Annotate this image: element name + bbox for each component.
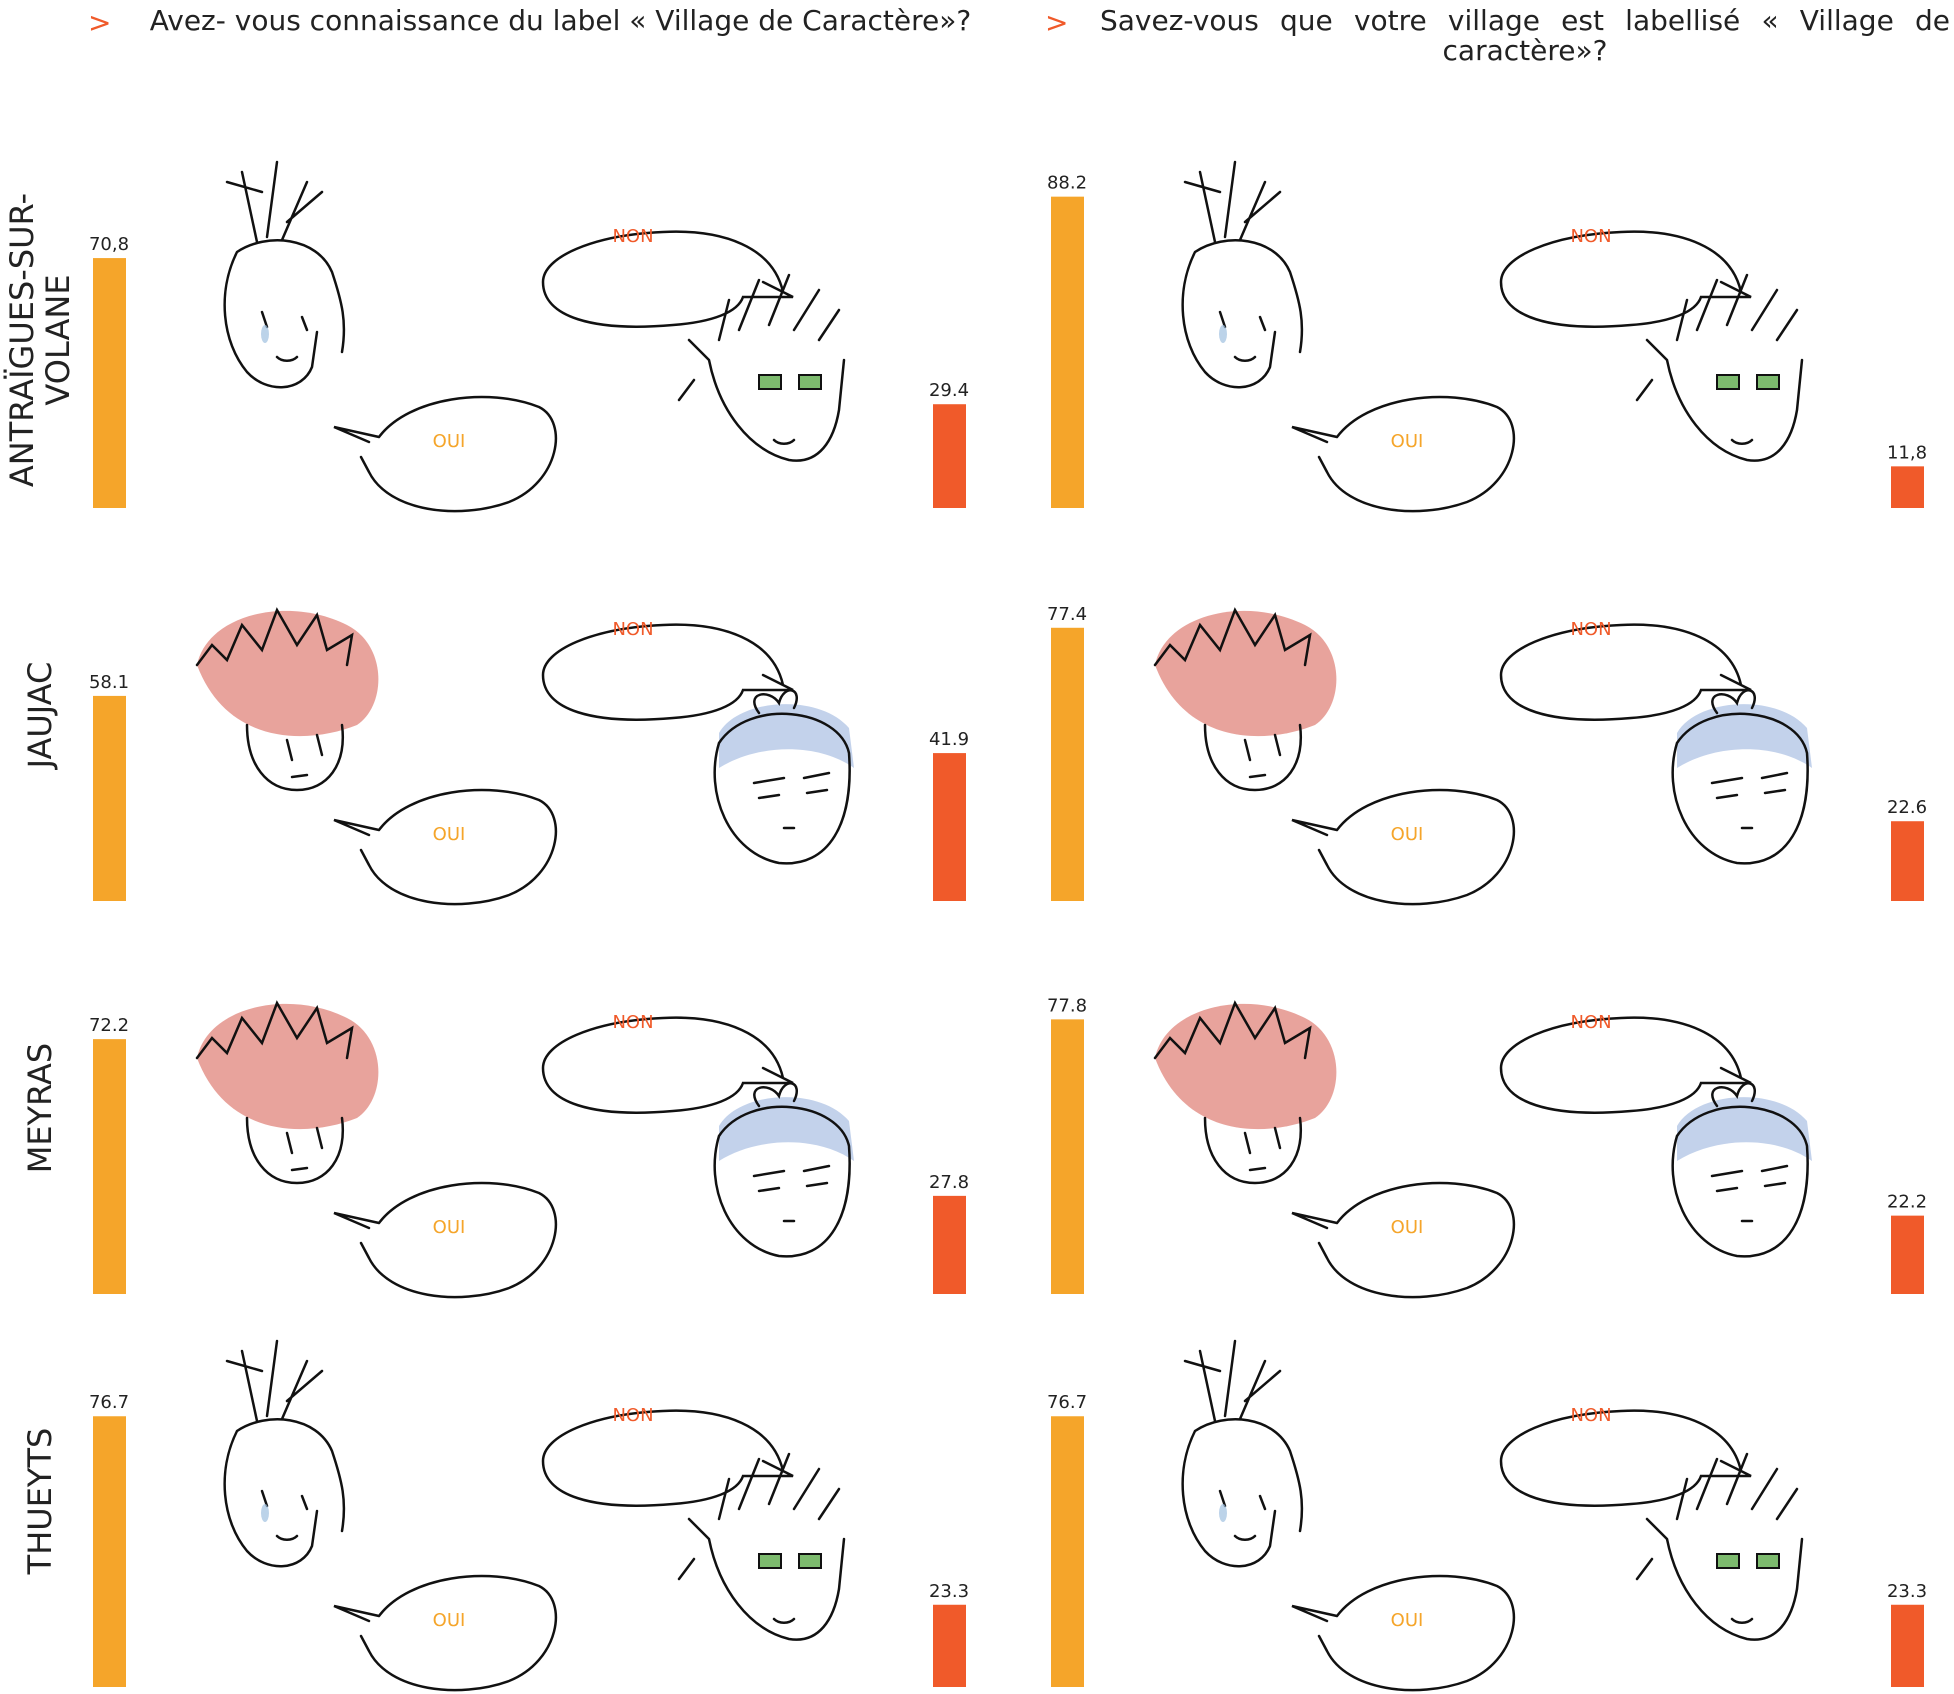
speech-bubble [1290,1181,1516,1299]
value-label: 23.3 [1887,1581,1927,1602]
panel: NON OUI 77.8 22.2 [1047,995,1927,1299]
bullet: > [88,6,112,39]
panel: NON OUI 76.7 23.3 [89,1339,969,1692]
panel: NON OUI 76.7 23.3 [1047,1339,1927,1692]
face [195,1001,380,1185]
bar [93,258,126,508]
value-label: 29.4 [929,380,969,401]
category-label: NON [1570,1405,1611,1426]
value-label: 11,8 [1887,442,1927,463]
face [1671,689,1814,865]
category-label: NON [612,226,653,247]
category-label: OUI [433,431,466,452]
panel: NON OUI 70,8 29.4 [89,160,969,513]
face [1181,160,1304,389]
speech-bubble [1290,788,1516,906]
panel: NON OUI 72.2 27.8 [89,1001,969,1299]
bar [1891,466,1924,508]
category-label: NON [612,619,653,640]
face [1635,273,1804,462]
face [1671,1082,1814,1258]
face [713,689,856,865]
speech-bubble [541,230,795,328]
category-label: OUI [433,824,466,845]
speech-bubble [1290,395,1516,513]
bar [933,1195,966,1294]
value-label: 77.8 [1047,995,1087,1016]
bar [1891,1604,1924,1687]
bar [933,404,966,508]
category-label: OUI [1391,1610,1424,1631]
category-label: OUI [433,1610,466,1631]
value-label: 70,8 [89,234,129,255]
value-label: 72.2 [89,1015,129,1036]
face [1181,1339,1304,1568]
value-label: 41.9 [929,729,969,750]
bar [1891,1215,1924,1294]
category-label: OUI [1391,824,1424,845]
value-label: 22.6 [1887,797,1927,818]
value-label: 22.2 [1887,1192,1927,1213]
face [677,1452,846,1641]
value-label: 88.2 [1047,173,1087,194]
panel: NON OUI 88.2 11,8 [1047,160,1927,513]
face [223,1339,346,1568]
speech-bubble [332,395,558,513]
face [1153,608,1338,792]
category-label: NON [1570,619,1611,640]
question-text: Savez-vous que votre village est labelli… [1100,4,1950,67]
category-label: OUI [1391,431,1424,452]
bar [1891,821,1924,901]
bar [93,1416,126,1687]
value-label: 77.4 [1047,604,1087,625]
category-label: OUI [433,1217,466,1238]
face [713,1082,856,1258]
speech-bubble [1290,1574,1516,1692]
value-label: 76.7 [1047,1392,1087,1413]
category-label: OUI [1391,1217,1424,1238]
speech-bubble [541,1409,795,1507]
category-label: NON [612,1012,653,1033]
speech-bubble [332,788,558,906]
face [1153,1001,1338,1185]
category-label: NON [1570,226,1611,247]
value-label: 23.3 [929,1581,969,1602]
value-label: 76.7 [89,1392,129,1413]
panel: NON OUI 58.1 41.9 [89,608,969,906]
speech-bubble [332,1574,558,1692]
panel: NON OUI 77.4 22.6 [1047,604,1927,906]
bar [1051,1019,1084,1294]
value-label: 58.1 [89,672,129,693]
bar [933,1604,966,1687]
speech-bubble [1499,1409,1753,1507]
bullet: > [1045,6,1069,39]
face [195,608,380,792]
bar [933,753,966,901]
speech-bubble [1499,230,1753,328]
speech-bubble [332,1181,558,1299]
bar [93,695,126,901]
bar [1051,627,1084,901]
face [223,160,346,389]
face [1635,1452,1804,1641]
face [677,273,846,462]
category-label: NON [612,1405,653,1426]
category-label: NON [1570,1012,1611,1033]
bar [1051,196,1084,509]
bar [1051,1416,1084,1687]
question-text: Avez- vous connaissance du label « Villa… [149,4,972,37]
value-label: 27.8 [929,1172,969,1193]
bar [93,1039,126,1294]
